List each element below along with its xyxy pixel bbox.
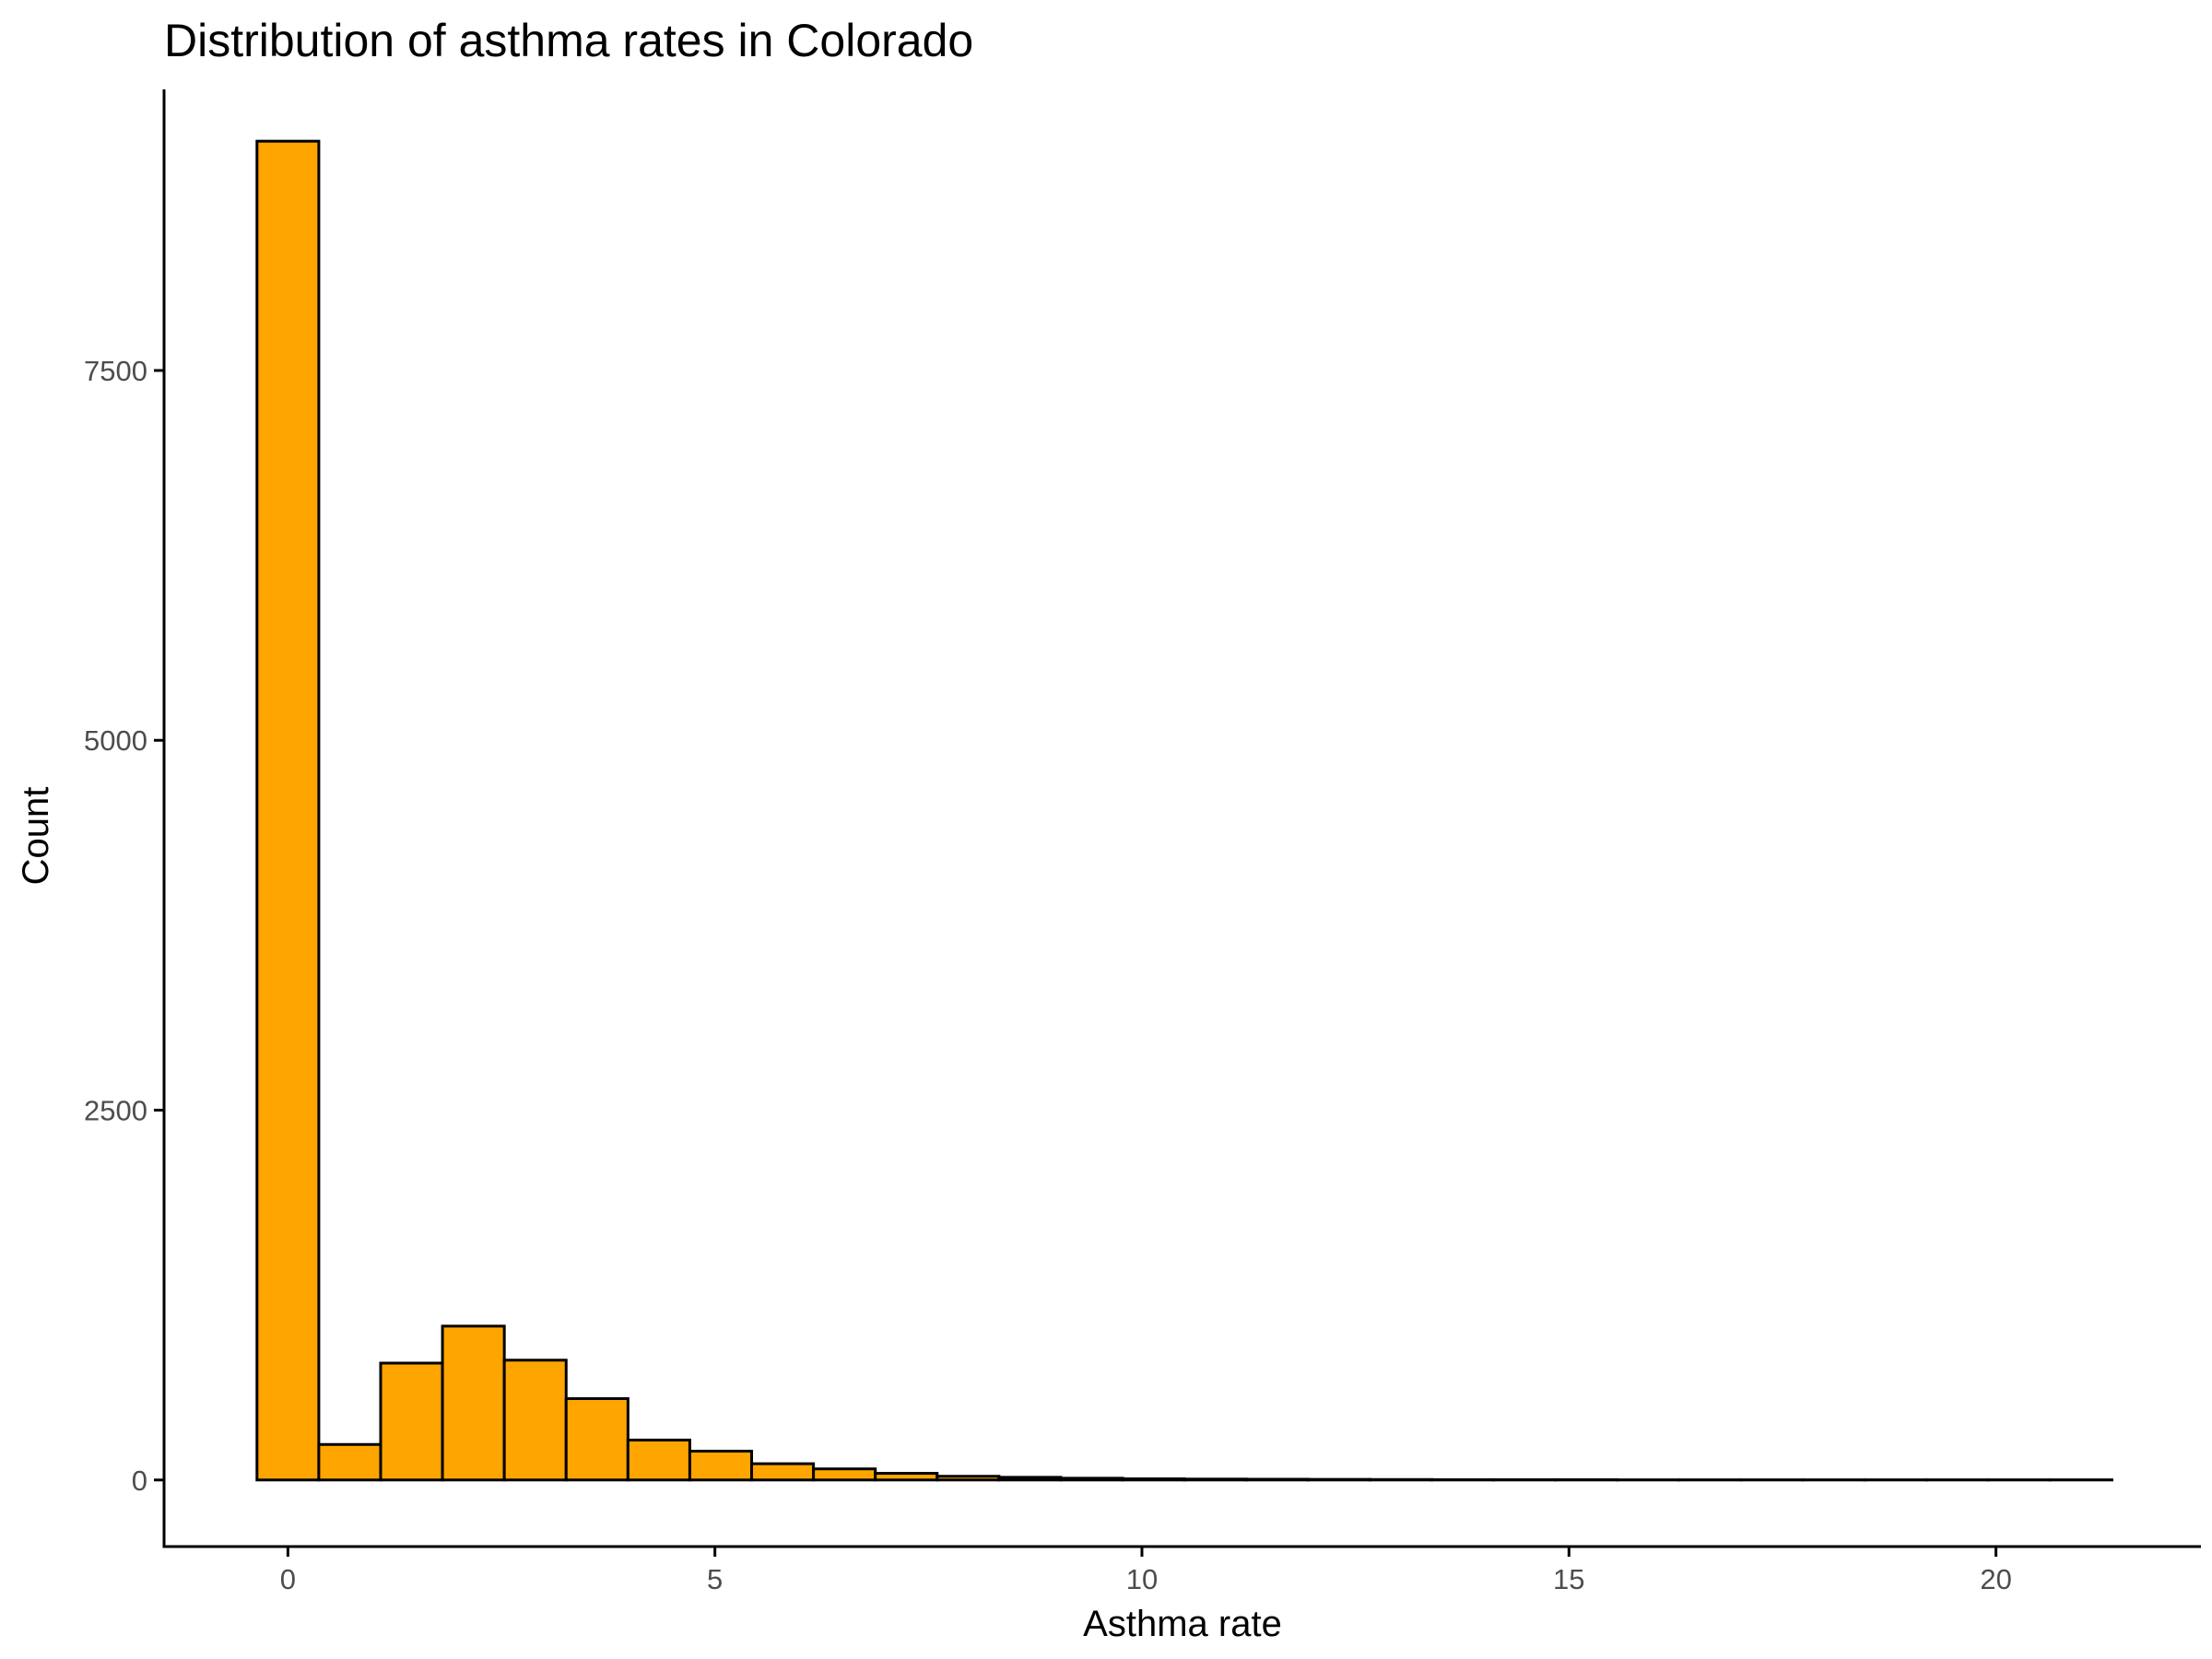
histogram-bar-14 bbox=[1121, 1477, 1186, 1482]
histogram-bar-6 bbox=[626, 1438, 691, 1482]
histogram-bar-17 bbox=[1306, 1477, 1371, 1482]
histogram-bar-8 bbox=[750, 1462, 816, 1482]
histogram-bar-7 bbox=[688, 1449, 754, 1482]
histogram-bar-1 bbox=[317, 1442, 382, 1482]
histogram-bar-0 bbox=[255, 139, 321, 1482]
y-tick-label: 0 bbox=[132, 1465, 147, 1497]
x-tick-label: 5 bbox=[707, 1563, 723, 1595]
histogram-bar-2 bbox=[379, 1361, 444, 1482]
y-tick-label: 7500 bbox=[84, 355, 147, 387]
histogram-bar-5 bbox=[564, 1396, 629, 1482]
histogram-bar-3 bbox=[441, 1324, 506, 1482]
x-axis-title: Asthma rate bbox=[1083, 1604, 1282, 1644]
x-tick-label: 10 bbox=[1126, 1563, 1158, 1595]
y-tick-label: 5000 bbox=[84, 724, 147, 757]
histogram-bar-4 bbox=[502, 1359, 568, 1482]
chart-title: Distribution of asthma rates in Colorado bbox=[164, 15, 973, 66]
histogram-bar-15 bbox=[1182, 1477, 1248, 1482]
histogram-bar-16 bbox=[1244, 1477, 1310, 1482]
y-ticks-group: 0 2500 5000 7500 bbox=[84, 355, 164, 1497]
histogram-bar-12 bbox=[997, 1476, 1063, 1482]
histogram-bar-11 bbox=[935, 1475, 1001, 1482]
x-tick-label: 0 bbox=[280, 1563, 296, 1595]
y-tick-label: 2500 bbox=[84, 1095, 147, 1127]
histogram-bar-10 bbox=[874, 1472, 939, 1482]
y-axis-title: Count bbox=[16, 787, 56, 886]
histogram-bar-9 bbox=[812, 1467, 877, 1482]
axes-group bbox=[162, 89, 2201, 1548]
x-tick-label: 15 bbox=[1553, 1563, 1584, 1595]
x-tick-label: 20 bbox=[1980, 1563, 2011, 1595]
bars-group bbox=[255, 139, 2113, 1482]
x-ticks-group: 0 5 10 15 20 bbox=[280, 1547, 2012, 1595]
histogram-bar-13 bbox=[1059, 1477, 1124, 1482]
